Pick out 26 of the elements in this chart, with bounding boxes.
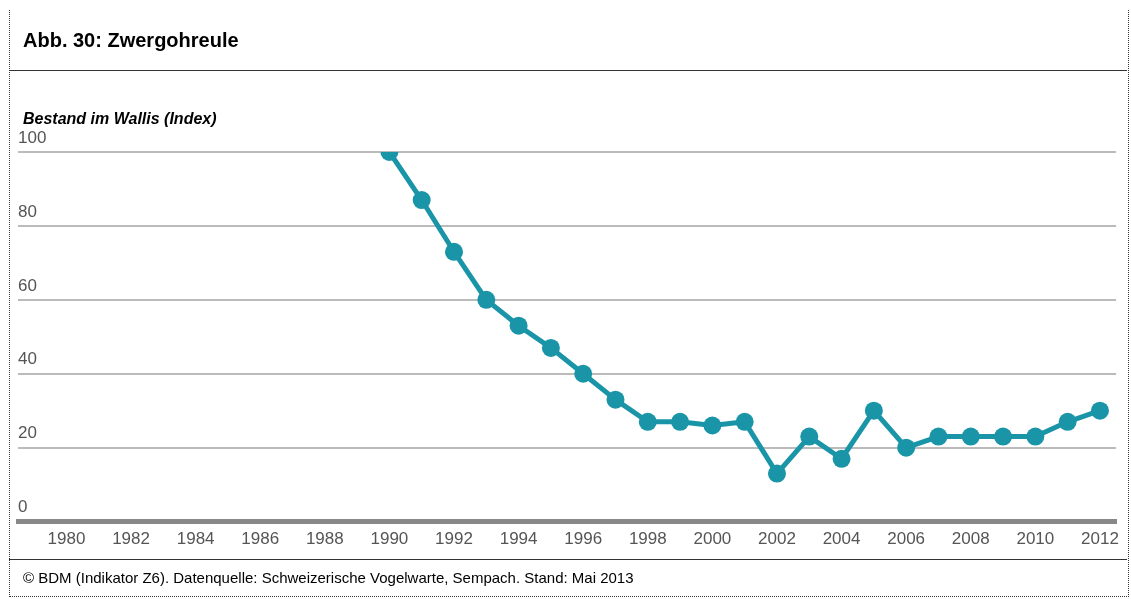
x-tick-label: 2000 [693,529,732,549]
y-tick-label: 80 [18,201,37,221]
x-tick-label: 2012 [1081,529,1119,549]
x-tick-label: 1988 [305,529,344,549]
y-tick-label: 40 [18,349,37,369]
x-tick-label: 1982 [112,529,150,549]
x-tick-label: 1992 [435,529,473,549]
y-tick-label: 60 [18,275,37,295]
x-tick-label: 2004 [822,529,861,549]
x-tick-label: 2008 [951,529,990,549]
x-tick-label: 2002 [758,529,796,549]
text: © BDM (Indikator Z6). Datenquelle: Schweizerische Vogelwarte, Sempach. Stand: Mai 2013 [9,559,1127,596]
y-tick-label: 0 [18,497,28,517]
y-axis-title: Bestand im Wallis (Index) [23,110,217,128]
x-tick-label: 1984 [176,529,215,549]
x-tick-label: 1998 [628,529,667,549]
x-tick-label: 1994 [499,529,538,549]
x-tick-label: 2006 [887,529,926,549]
x-tick-label: 1990 [370,529,409,549]
x-tick-label: 1980 [47,529,86,549]
chart-title: Abb. 30: Zwergohreule [9,10,1127,71]
x-tick-label: 1996 [564,529,603,549]
x-tick-label: 2010 [1016,529,1055,549]
y-tick-label: 20 [18,423,37,443]
y-tick-label: 100 [18,127,47,147]
x-tick-label: 1986 [241,529,280,549]
